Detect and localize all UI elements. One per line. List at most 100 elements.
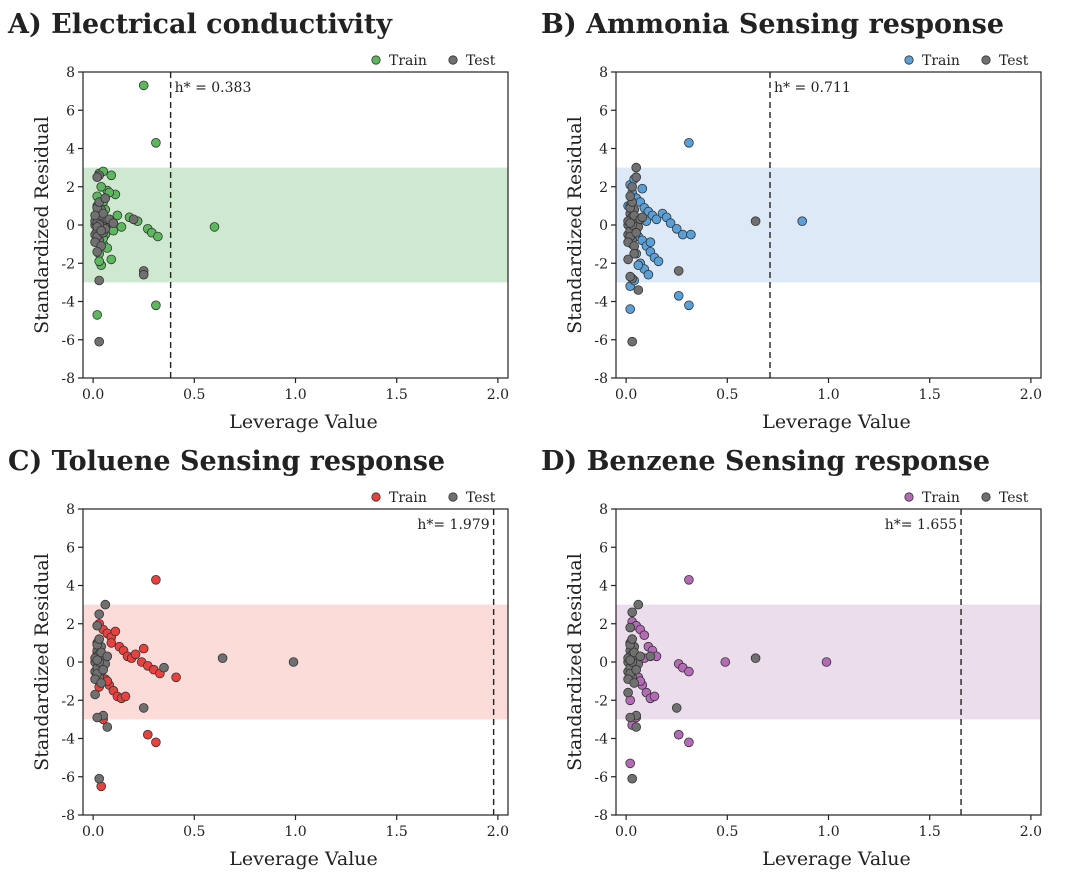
- train-point: [138, 80, 149, 91]
- train-point: [720, 657, 731, 667]
- y-tick-label: 0: [66, 655, 75, 671]
- train-point: [151, 138, 161, 148]
- test-point: [94, 275, 104, 286]
- test-point: [92, 655, 102, 665]
- train-point: [684, 666, 694, 677]
- train-point: [671, 224, 682, 234]
- y-tick-label: 8: [66, 65, 75, 81]
- test-point: [627, 773, 637, 784]
- chart-panel-c: C) Toluene Sensing response h*= 1.979 0.0 0…: [0, 437, 533, 874]
- y-tick-label: -4: [594, 295, 608, 311]
- legend-test-marker: [981, 492, 991, 502]
- train-point: [673, 729, 684, 740]
- test-point: [100, 599, 111, 610]
- train-point: [151, 575, 161, 585]
- train-point: [116, 222, 127, 232]
- train-point: [153, 231, 163, 242]
- y-tick-label: 8: [66, 502, 75, 518]
- test-point: [625, 191, 635, 202]
- y-tick-label: -8: [61, 808, 75, 824]
- train-point: [151, 300, 161, 311]
- x-tick-label: 2.0: [1020, 387, 1042, 403]
- test-point: [645, 651, 656, 662]
- x-tick-label: 1.0: [817, 387, 839, 403]
- y-tick-label: -4: [594, 732, 608, 748]
- legend-train-marker: [371, 492, 381, 502]
- test-point: [94, 609, 104, 620]
- test-point: [631, 664, 641, 675]
- y-tick-label: -8: [61, 371, 75, 387]
- y-tick-label: -8: [594, 808, 608, 824]
- legend-train-label: Train: [922, 53, 960, 69]
- y-tick-label: -4: [61, 732, 75, 748]
- test-point: [625, 655, 635, 665]
- test-point: [631, 172, 641, 183]
- legend-test-label: Test: [999, 53, 1029, 69]
- train-point: [686, 229, 696, 240]
- train-point: [643, 269, 654, 280]
- y-tick-label: 6: [599, 540, 608, 556]
- y-tick-label: -6: [61, 770, 75, 786]
- train-point: [106, 170, 117, 181]
- test-point: [96, 225, 106, 236]
- train-point: [96, 182, 106, 192]
- test-point: [92, 172, 102, 183]
- y-tick-label: 6: [599, 103, 608, 119]
- y-tick-label: -4: [61, 295, 75, 311]
- y-tick-label: 2: [599, 180, 608, 196]
- test-point: [138, 269, 149, 280]
- test-point: [92, 247, 102, 257]
- train-point: [684, 737, 694, 748]
- chart-panel-a: A) Electrical conductivity h* = 0.383 0.0 0…: [0, 0, 533, 437]
- train-point: [637, 183, 648, 194]
- test-point: [94, 336, 104, 347]
- train-point: [625, 304, 635, 314]
- train-point: [209, 222, 220, 232]
- legend-train-label: Train: [922, 490, 960, 506]
- y-tick-label: 0: [599, 655, 608, 671]
- chart-svg-a: A) Electrical conductivity h* = 0.383 0.0 0…: [7, 9, 509, 433]
- x-tick-label: 1.0: [284, 824, 306, 840]
- y-axis-label: Standardized Residual: [564, 116, 586, 334]
- train-point: [106, 638, 117, 648]
- x-tick-label: 0.0: [615, 824, 637, 840]
- chart-panel-b: B) Ammonia Sensing response h* = 0.711 0.0…: [533, 0, 1066, 437]
- x-axis-label: Leverage Value: [229, 848, 378, 870]
- test-point: [102, 651, 113, 662]
- legend-test-marker: [448, 55, 458, 65]
- chart-title: D) Benzene Sensing response: [541, 446, 990, 477]
- y-tick-label: -2: [61, 256, 75, 272]
- train-point: [143, 729, 153, 740]
- y-tick-label: -8: [594, 371, 608, 387]
- y-tick-label: 8: [599, 65, 608, 81]
- test-point: [128, 214, 139, 225]
- test-point: [631, 162, 641, 173]
- legend-test-label: Test: [466, 490, 496, 506]
- legend-train-label: Train: [389, 490, 427, 506]
- train-point: [649, 691, 660, 702]
- x-tick-label: 2.0: [487, 387, 509, 403]
- train-point: [633, 260, 644, 271]
- train-point: [106, 254, 117, 265]
- legend-train-marker: [904, 55, 914, 65]
- chart-title: B) Ammonia Sensing response: [541, 9, 1004, 40]
- y-tick-label: -2: [594, 693, 608, 709]
- train-point: [684, 575, 694, 585]
- test-point: [750, 653, 761, 664]
- x-tick-label: 0.5: [183, 387, 205, 403]
- train-point: [94, 256, 104, 267]
- test-point: [92, 620, 102, 631]
- chart-title: C) Toluene Sensing response: [8, 446, 445, 477]
- test-point: [631, 227, 641, 238]
- h-star-label: h*= 1.655: [885, 517, 957, 533]
- y-tick-label: 6: [66, 103, 75, 119]
- x-axis-label: Leverage Value: [229, 411, 378, 433]
- x-tick-label: 0.0: [82, 824, 104, 840]
- x-tick-label: 0.0: [615, 387, 637, 403]
- test-point: [637, 212, 648, 223]
- test-point: [623, 254, 633, 265]
- y-tick-label: 2: [66, 180, 75, 196]
- test-point: [633, 285, 644, 295]
- train-point: [684, 300, 694, 311]
- legend-train-marker: [904, 492, 914, 502]
